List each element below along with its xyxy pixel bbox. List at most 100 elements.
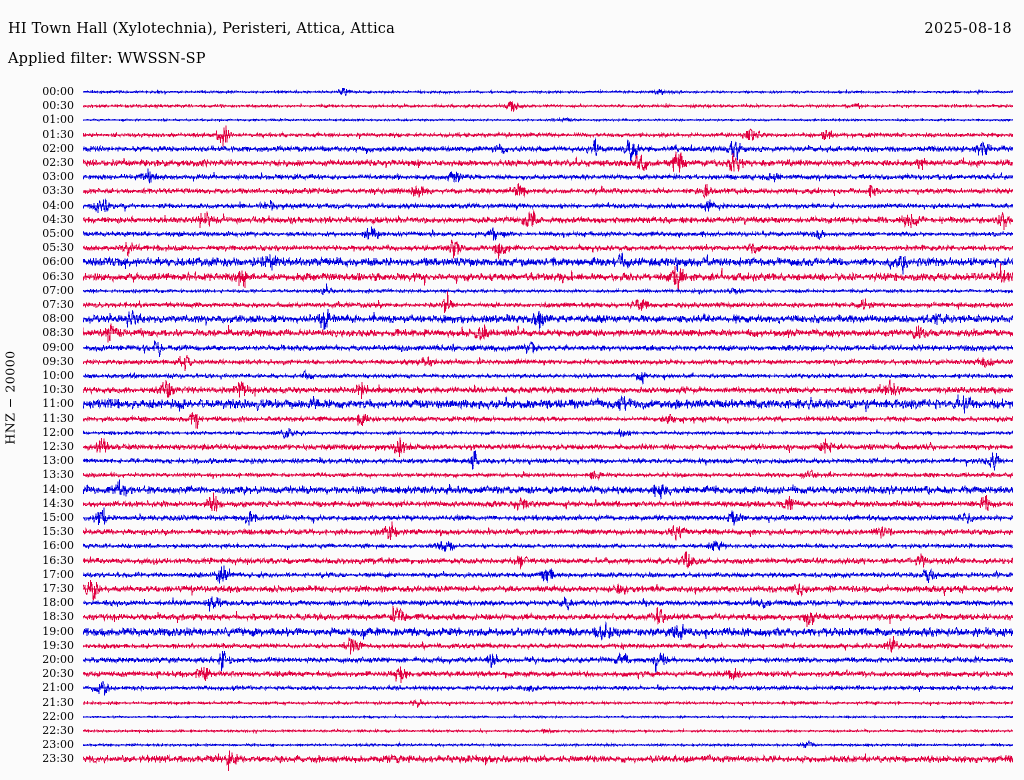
row-time-label: 03:30 [42, 184, 74, 198]
trace-waveform [83, 411, 1013, 429]
trace-waveform [83, 427, 1013, 439]
row-time-label: 11:00 [42, 397, 74, 411]
trace-waveform [83, 368, 1013, 385]
row-time-label: 07:00 [42, 283, 74, 297]
row-time-label: 00:30 [42, 99, 74, 113]
trace-row: 19:30 [0, 635, 1024, 655]
trace-waveform [83, 87, 1013, 96]
row-time-label: 01:30 [42, 127, 74, 141]
trace-waveform [83, 750, 1013, 772]
row-time-label: 16:30 [42, 553, 74, 567]
row-time-label: 02:30 [42, 156, 74, 169]
row-time-label: 04:30 [42, 212, 74, 226]
row-time-label: 16:00 [42, 539, 74, 553]
page-title: HI Town Hall (Xylotechnia), Peristeri, A… [8, 21, 395, 37]
trace-row: 02:00 [0, 137, 1024, 163]
trace-row: 17:30 [0, 579, 1024, 601]
trace-waveform [83, 209, 1013, 230]
row-time-label: 23:00 [42, 738, 74, 752]
trace-row: 11:00 [0, 395, 1024, 414]
row-time-label: 13:30 [42, 468, 74, 482]
row-time-label: 07:30 [42, 298, 74, 311]
trace-waveform [83, 521, 1013, 541]
row-time-label: 20:30 [42, 667, 74, 681]
trace-waveform [83, 323, 1013, 343]
trace-row: 08:30 [0, 323, 1024, 343]
trace-waveform [83, 137, 1013, 163]
row-time-label: 18:30 [42, 610, 74, 624]
trace-row: 16:00 [0, 540, 1024, 555]
trace-waveform [83, 681, 1013, 696]
row-time-label: 22:00 [42, 709, 74, 723]
trace-row: 04:30 [0, 209, 1024, 230]
trace-waveform [83, 727, 1013, 735]
trace-waveform [83, 395, 1013, 414]
trace-waveform [83, 492, 1013, 512]
trace-waveform [83, 239, 1013, 260]
trace-row: 04:00 [0, 198, 1024, 215]
trace-waveform [83, 579, 1013, 601]
trace-waveform [83, 469, 1013, 481]
row-time-label: 14:30 [42, 496, 74, 510]
trace-waveform [83, 151, 1013, 173]
row-time-label: 08:00 [42, 312, 74, 326]
trace-row: 07:00 [0, 283, 1024, 300]
trace-waveform [83, 650, 1013, 675]
row-time-label: 21:00 [42, 681, 74, 695]
trace-row: 10:00 [0, 368, 1024, 385]
row-time-label: 19:30 [42, 638, 74, 652]
trace-row: 09:00 [0, 340, 1024, 357]
trace-row: 21:00 [0, 681, 1024, 697]
trace-waveform [83, 198, 1013, 213]
trace-row: 02:30 [0, 151, 1024, 173]
trace-row: 11:30 [0, 411, 1024, 429]
row-time-label: 09:00 [42, 340, 74, 354]
helicorder-plot: 00:00 00:30 01:00 01:30 02:00 02:30 03:00 03:30… [0, 78, 1024, 778]
trace-waveform [83, 540, 1013, 552]
trace-row: 05:00 [0, 226, 1024, 243]
trace-waveform [83, 565, 1013, 584]
row-time-label: 19:00 [42, 624, 74, 638]
trace-row: 06:30 [0, 263, 1024, 292]
row-time-label: 08:30 [42, 326, 74, 340]
trace-waveform [83, 437, 1013, 457]
trace-row: 18:30 [0, 606, 1024, 628]
row-time-label: 03:00 [42, 170, 74, 184]
trace-waveform [83, 309, 1013, 332]
trace-row: 17:00 [0, 565, 1024, 584]
trace-row: 08:00 [0, 309, 1024, 332]
trace-waveform [83, 283, 1013, 296]
trace-waveform [83, 621, 1013, 641]
trace-waveform [83, 713, 1013, 721]
trace-row: 07:30 [0, 290, 1024, 314]
row-time-label: 02:00 [42, 141, 74, 155]
record-date: 2025-08-18 [924, 21, 1012, 37]
trace-waveform [83, 354, 1013, 372]
trace-waveform [83, 263, 1013, 292]
trace-waveform [83, 450, 1013, 471]
trace-row: 01:00 [0, 114, 1024, 129]
row-time-label: 09:30 [42, 354, 74, 368]
trace-waveform [83, 290, 1013, 313]
trace-waveform [83, 183, 1013, 200]
row-time-label: 17:00 [42, 567, 74, 581]
trace-waveform [83, 479, 1013, 499]
row-time-label: 06:00 [42, 255, 74, 269]
row-time-label: 04:00 [42, 198, 74, 212]
row-time-label: 01:00 [42, 113, 74, 127]
trace-row: 23:00 [0, 739, 1024, 754]
trace-waveform [83, 635, 1013, 655]
trace-row: 15:00 [0, 507, 1024, 527]
trace-waveform [83, 168, 1013, 184]
trace-row: 22:30 [0, 725, 1024, 740]
trace-row: 13:30 [0, 469, 1024, 484]
trace-waveform [83, 125, 1013, 147]
row-time-label: 17:30 [42, 582, 74, 595]
row-time-label: 05:30 [42, 241, 74, 255]
applied-filter-label: Applied filter: WWSSN-SP [8, 51, 206, 67]
row-time-label: 18:00 [42, 596, 74, 610]
row-time-label: 21:30 [42, 695, 74, 709]
trace-row: 00:30 [0, 100, 1024, 115]
trace-waveform [83, 698, 1013, 708]
row-time-label: 05:00 [42, 227, 74, 240]
